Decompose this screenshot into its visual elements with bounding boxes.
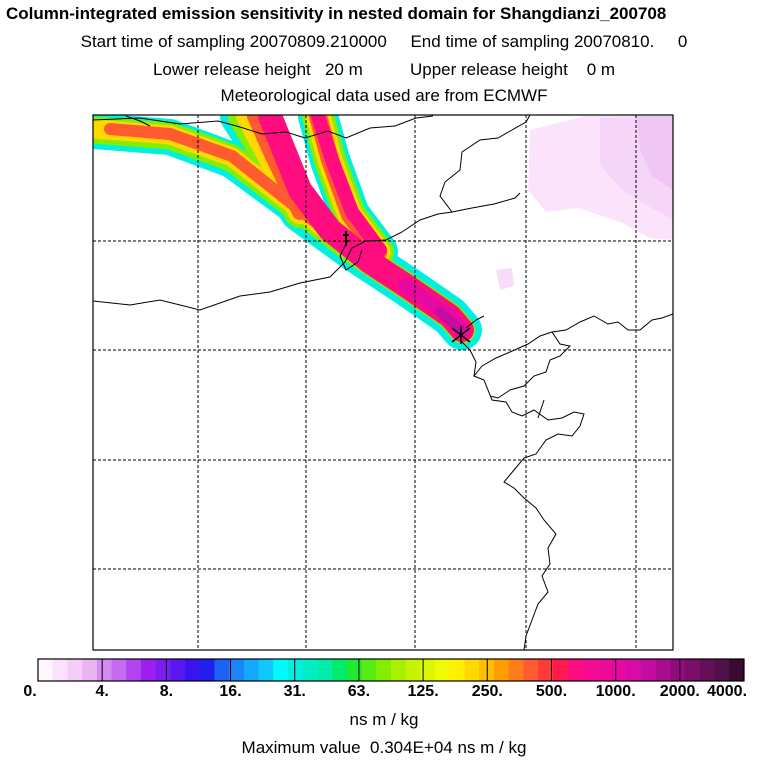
- met-data-note: Meteorological data used are from ECMWF: [220, 86, 548, 105]
- colorbar-swatch: [170, 659, 186, 681]
- colorbar-swatch: [435, 659, 451, 681]
- maximum-value: Maximum value 0.304E+04 ns m / kg: [0, 738, 768, 758]
- end-label: End time of sampling: [410, 32, 570, 51]
- emission-plume: [93, 115, 482, 350]
- max-label: Maximum value: [241, 738, 361, 757]
- colorbar-swatch: [185, 659, 201, 681]
- start-value: 20070809.210000: [249, 32, 387, 51]
- trajectory-marker: [343, 231, 349, 246]
- receptor-marker: [451, 326, 471, 344]
- max-units: ns m / kg: [457, 738, 527, 757]
- colorbar-tick-label: 0.: [23, 683, 37, 700]
- colorbar-units: ns m / kg: [349, 710, 419, 729]
- colorbar-swatch: [538, 659, 554, 681]
- upper-value: 0 m: [586, 60, 616, 79]
- colorbar: [37, 658, 745, 682]
- colorbar-swatch: [552, 659, 568, 681]
- map-panel: [93, 115, 673, 650]
- colorbar-swatch: [582, 659, 598, 681]
- colorbar-swatch: [611, 659, 627, 681]
- colorbar-swatch: [405, 659, 421, 681]
- upper-label: Upper release height: [409, 60, 568, 79]
- colorbar-swatch: [346, 659, 363, 681]
- colorbar-swatch: [317, 659, 333, 681]
- colorbar-tick-label: 63.: [347, 683, 371, 700]
- colorbar-swatch: [302, 659, 318, 681]
- colorbar-swatch: [391, 659, 407, 681]
- colorbar-swatch: [126, 659, 142, 681]
- colorbar-swatch: [361, 659, 377, 681]
- colorbar-swatch: [243, 659, 260, 681]
- colorbar-swatch: [199, 659, 215, 681]
- max-value: 0.304E+04: [370, 738, 453, 757]
- colorbar-swatch: [699, 659, 716, 681]
- colorbar-swatch: [376, 659, 392, 681]
- colorbar-swatch: [38, 659, 54, 681]
- colorbar-swatch: [596, 659, 613, 681]
- end-value: 20070810. 0: [573, 32, 688, 51]
- colorbar-frame: [37, 658, 745, 682]
- colorbar-swatch: [229, 659, 245, 681]
- colorbar-tick-label: 8.: [159, 683, 174, 700]
- colorbar-swatch: [685, 659, 701, 681]
- colorbar-swatch: [332, 659, 348, 681]
- colorbar-swatch: [641, 659, 657, 681]
- colorbar-tick-label: 31.: [283, 683, 306, 700]
- colorbar-tick-label: 2000.: [659, 683, 700, 700]
- colorbar-tick-label: 125.: [407, 683, 439, 700]
- colorbar-tick-label: 1000.: [595, 683, 636, 700]
- colorbar-swatch: [258, 659, 274, 681]
- colorbar-swatch: [508, 659, 524, 681]
- colorbar-swatch: [670, 659, 686, 681]
- lower-label: Lower release height: [152, 60, 311, 79]
- colorbar-swatch: [729, 659, 745, 681]
- colorbar-swatch: [464, 659, 480, 681]
- colorbar-swatch: [273, 659, 289, 681]
- colorbar-swatch: [567, 659, 583, 681]
- sampling-times: Start time of sampling 20070809.210000 E…: [0, 32, 768, 52]
- colorbar-swatch: [626, 659, 642, 681]
- lower-value: 20 m: [324, 60, 363, 79]
- map-title: Column-integrated emission sensitivity i…: [6, 4, 667, 23]
- map-frame: [92, 114, 674, 651]
- colorbar-tick-label: 250.: [471, 683, 503, 700]
- colorbar-swatch: [52, 659, 68, 681]
- colorbar-swatch: [714, 659, 730, 681]
- colorbar-swatch: [420, 659, 436, 681]
- colorbar-swatch: [155, 659, 171, 681]
- colorbar-swatch: [82, 659, 98, 681]
- colorbar-swatch: [449, 659, 466, 681]
- colorbar-swatch: [214, 659, 230, 681]
- colorbar-tick-label: 4.: [95, 683, 109, 700]
- colorbar-swatch: [655, 659, 671, 681]
- colorbar-swatch: [111, 659, 127, 681]
- colorbar-swatch: [523, 659, 539, 681]
- colorbar-swatch: [493, 659, 510, 681]
- start-label: Start time of sampling: [80, 32, 246, 51]
- graticule: [93, 115, 673, 650]
- release-heights: Lower release height 20 m Upper release …: [0, 60, 768, 80]
- colorbar-swatch: [96, 659, 113, 681]
- colorbar-swatch: [140, 659, 157, 681]
- colorbar-tick-label: 4000.: [706, 683, 748, 700]
- colorbar-swatch: [67, 659, 83, 681]
- coastlines: [93, 115, 673, 650]
- colorbar-tick-label: 500.: [535, 683, 568, 700]
- colorbar-tick-label: 16.: [219, 683, 242, 700]
- colorbar-swatch: [288, 659, 304, 681]
